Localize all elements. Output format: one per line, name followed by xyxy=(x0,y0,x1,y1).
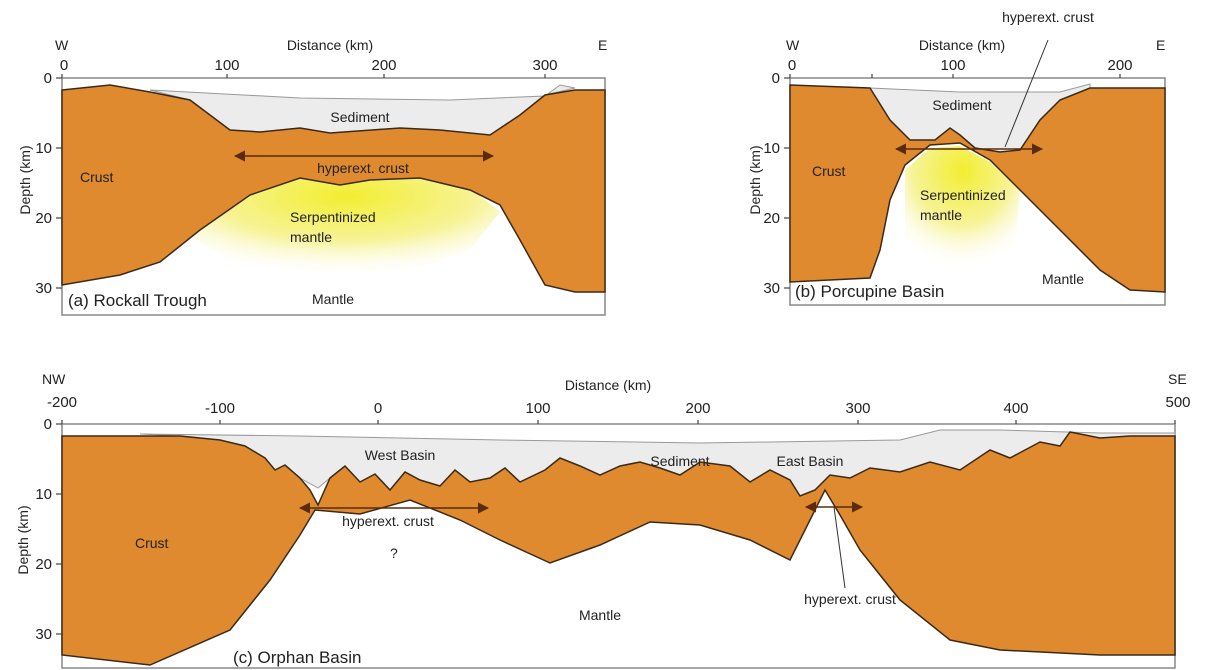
panel-c: NW SE Distance (km) Depth (km) -200 -100… xyxy=(15,371,1191,668)
x-tick-label: 0 xyxy=(788,57,796,74)
x-tick-label: 100 xyxy=(525,400,550,417)
y-tick-label: 20 xyxy=(35,556,52,573)
axis-title: Distance (km) xyxy=(565,377,651,393)
y-tick-label: 10 xyxy=(35,486,52,503)
figure: W E Distance (km) Depth (km) 0 100 200 3… xyxy=(0,0,1205,670)
annotation: Sediment xyxy=(650,453,709,469)
y-tick-label: 0 xyxy=(772,70,780,87)
x-tick-label: 300 xyxy=(532,57,557,74)
x-tick-label: 500 xyxy=(1165,394,1190,411)
annotation: hyperext. crust xyxy=(342,513,434,529)
direction-label: SE xyxy=(1168,371,1187,387)
annotation: Crust xyxy=(135,535,169,551)
panel-a: W E Distance (km) Depth (km) 0 100 200 3… xyxy=(17,37,607,315)
annotation: East Basin xyxy=(777,453,844,469)
direction-label: W xyxy=(786,37,800,53)
direction-label: W xyxy=(55,37,69,53)
panel-label: (c) Orphan Basin xyxy=(233,648,362,667)
x-tick-label: 200 xyxy=(371,57,396,74)
panel-b: W E Distance (km) Depth (km) 0 100 200 0… xyxy=(747,9,1165,305)
axis-title: Distance (km) xyxy=(287,37,373,53)
direction-label: NW xyxy=(42,371,66,387)
panel-label: (a) Rockall Trough xyxy=(68,291,207,310)
annotation: ? xyxy=(390,545,398,561)
axis-title: Depth (km) xyxy=(747,145,763,214)
y-tick-label: 0 xyxy=(44,416,52,433)
y-tick-label: 20 xyxy=(763,210,780,227)
x-tick-label: 0 xyxy=(60,57,68,74)
x-tick-label: 300 xyxy=(845,400,870,417)
annotation: hyperext. crust xyxy=(1002,9,1094,25)
annotation: hyperext. crust xyxy=(317,160,409,176)
y-tick-label: 10 xyxy=(35,140,52,157)
annotation: mantle xyxy=(920,207,962,223)
annotation: Sediment xyxy=(932,97,991,113)
y-tick-label: 30 xyxy=(763,280,780,297)
annotation: mantle xyxy=(290,229,332,245)
x-tick-label: 0 xyxy=(374,400,382,417)
annotation: Serpentinized xyxy=(290,209,376,225)
annotation: Sediment xyxy=(330,109,389,125)
y-tick-label: 20 xyxy=(35,210,52,227)
panel-label: (b) Porcupine Basin xyxy=(795,282,944,301)
annotation: Crust xyxy=(812,163,846,179)
x-tick-label: 100 xyxy=(940,57,965,74)
annotation: Crust xyxy=(80,169,114,185)
axis-title: Depth (km) xyxy=(15,505,31,574)
axis-title: Distance (km) xyxy=(919,37,1005,53)
annotation: Mantle xyxy=(312,291,354,307)
direction-label: E xyxy=(1156,37,1165,53)
x-tick-label: 400 xyxy=(1003,400,1028,417)
x-tick-label: 200 xyxy=(1107,57,1132,74)
x-tick-label: -100 xyxy=(205,400,235,417)
annotation: hyperext. crust xyxy=(804,591,896,607)
annotation: Mantle xyxy=(579,607,621,623)
axis-title: Depth (km) xyxy=(17,145,33,214)
x-tick-label: 200 xyxy=(685,400,710,417)
y-tick-label: 30 xyxy=(35,626,52,643)
y-tick-label: 10 xyxy=(763,140,780,157)
y-tick-label: 30 xyxy=(35,280,52,297)
direction-label: E xyxy=(598,37,607,53)
x-tick-label: 100 xyxy=(214,57,239,74)
annotation: West Basin xyxy=(365,447,436,463)
y-tick-label: 0 xyxy=(44,70,52,87)
annotation: Mantle xyxy=(1042,271,1084,287)
annotation: Serpentinized xyxy=(920,187,1006,203)
x-tick-label: -200 xyxy=(47,394,77,411)
